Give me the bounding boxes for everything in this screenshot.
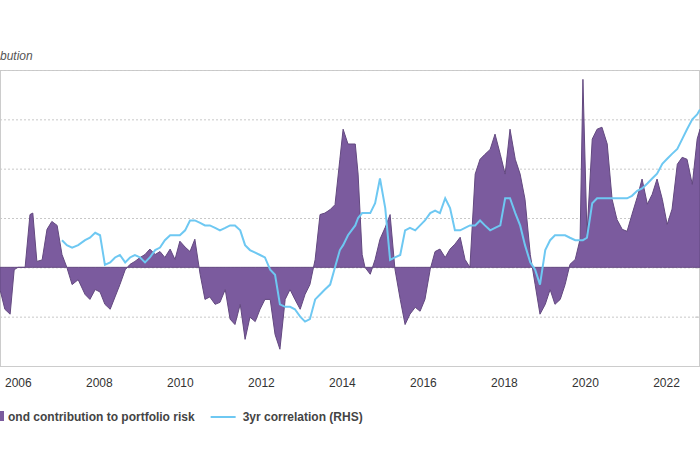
x-tick-label: 2022 bbox=[653, 376, 680, 390]
x-axis-line bbox=[1, 366, 700, 367]
y-tick bbox=[0, 70, 700, 71]
y2-tick bbox=[695, 317, 699, 318]
x-tick-label: 2008 bbox=[86, 376, 113, 390]
x-tick: 2020 bbox=[572, 366, 599, 390]
x-tick-label: 2014 bbox=[329, 376, 356, 390]
y-axis-line bbox=[1, 71, 700, 367]
chart: 2006 2008 2010 2012 2014 2016 2018 2020 2022 buti… bbox=[0, 0, 700, 450]
line bbox=[62, 109, 700, 321]
x-tick-label: 2020 bbox=[572, 376, 599, 390]
x-tick: 2008 bbox=[86, 366, 113, 390]
x-tick: 2012 bbox=[248, 366, 275, 390]
x-tick: 2010 bbox=[167, 366, 194, 390]
grid-line bbox=[0, 366, 700, 367]
background bbox=[0, 0, 700, 450]
x-tick: 2022 bbox=[653, 366, 680, 390]
legend: ond contribution to portfolio risk 3yr co… bbox=[0, 410, 363, 424]
legend-label: ond contribution to portfolio risk bbox=[8, 410, 195, 424]
y-axis bbox=[0, 71, 700, 367]
legend-label: 3yr correlation (RHS) bbox=[243, 410, 363, 424]
x-tick: 2006 bbox=[5, 366, 32, 390]
y2-tick-mark bbox=[695, 119, 699, 120]
y2-tick-mark bbox=[695, 317, 699, 318]
x-tick: 2018 bbox=[491, 366, 518, 390]
plot-area bbox=[0, 79, 700, 349]
y2-tick bbox=[695, 70, 699, 71]
x-axis: 2006 2008 2010 2012 2014 2016 2018 2020 2022 bbox=[1, 366, 700, 390]
y2-tick-mark bbox=[695, 70, 699, 71]
y2-tick bbox=[695, 119, 699, 120]
y-tick bbox=[0, 317, 700, 318]
grid-line bbox=[0, 317, 700, 318]
legend-swatch bbox=[211, 416, 236, 418]
x-tick: 2016 bbox=[410, 366, 437, 390]
x-tick: 2014 bbox=[329, 366, 356, 390]
area bbox=[0, 79, 700, 349]
grid-line bbox=[0, 119, 700, 120]
axis-title: bution bbox=[0, 49, 33, 63]
x-tick-label: 2016 bbox=[410, 376, 437, 390]
x-tick-label: 2006 bbox=[5, 376, 32, 390]
y-tick bbox=[0, 119, 700, 120]
y-tick bbox=[0, 366, 700, 367]
legend-swatch bbox=[0, 411, 4, 421]
x-tick-label: 2012 bbox=[248, 376, 275, 390]
x-tick-label: 2018 bbox=[491, 376, 518, 390]
x-tick-label: 2010 bbox=[167, 376, 194, 390]
grid-line bbox=[0, 70, 700, 71]
